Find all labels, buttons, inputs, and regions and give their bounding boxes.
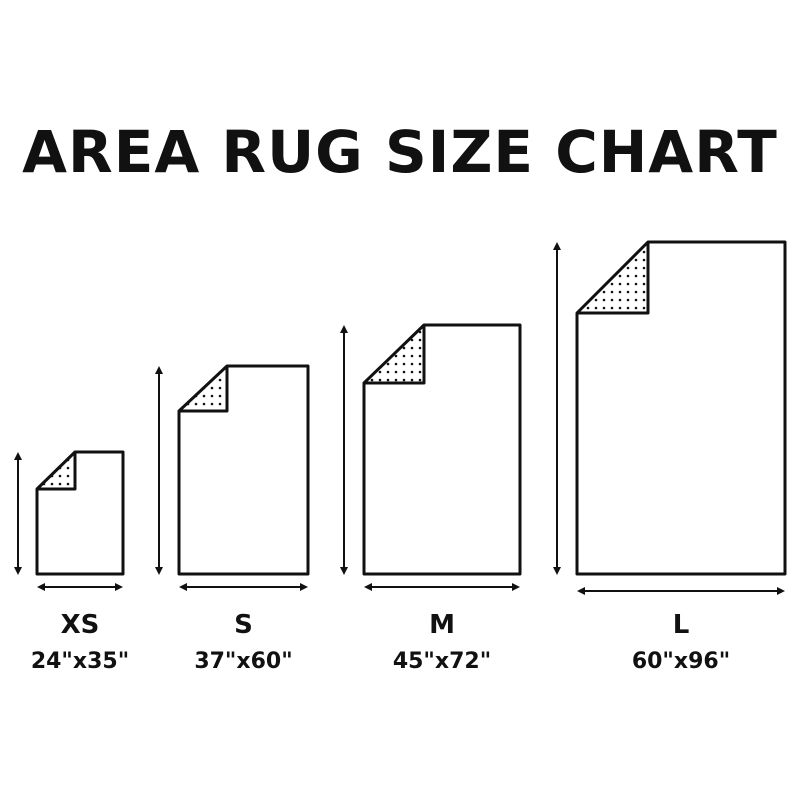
rug-outline (362, 323, 522, 576)
size-label: S (234, 610, 253, 640)
chart-title: AREA RUG SIZE CHART (22, 118, 778, 186)
rug-outline (575, 240, 787, 576)
rug-outline (177, 364, 310, 576)
dimensions-label: 24"x35" (30, 649, 130, 674)
rug-outline (35, 450, 125, 576)
size-label: L (672, 610, 690, 640)
rug-fold-edge (364, 325, 426, 385)
rug-fold-edge (37, 452, 77, 491)
rug-fold-edge (179, 366, 229, 413)
dimensions-label: 37"x60" (194, 649, 293, 674)
size-label: XS (60, 610, 100, 640)
dimensions-label: 60"x96" (631, 649, 731, 674)
size-label: M (429, 610, 455, 640)
rug-fold-edge (577, 242, 650, 315)
dimensions-label: 45"x72" (392, 649, 492, 674)
